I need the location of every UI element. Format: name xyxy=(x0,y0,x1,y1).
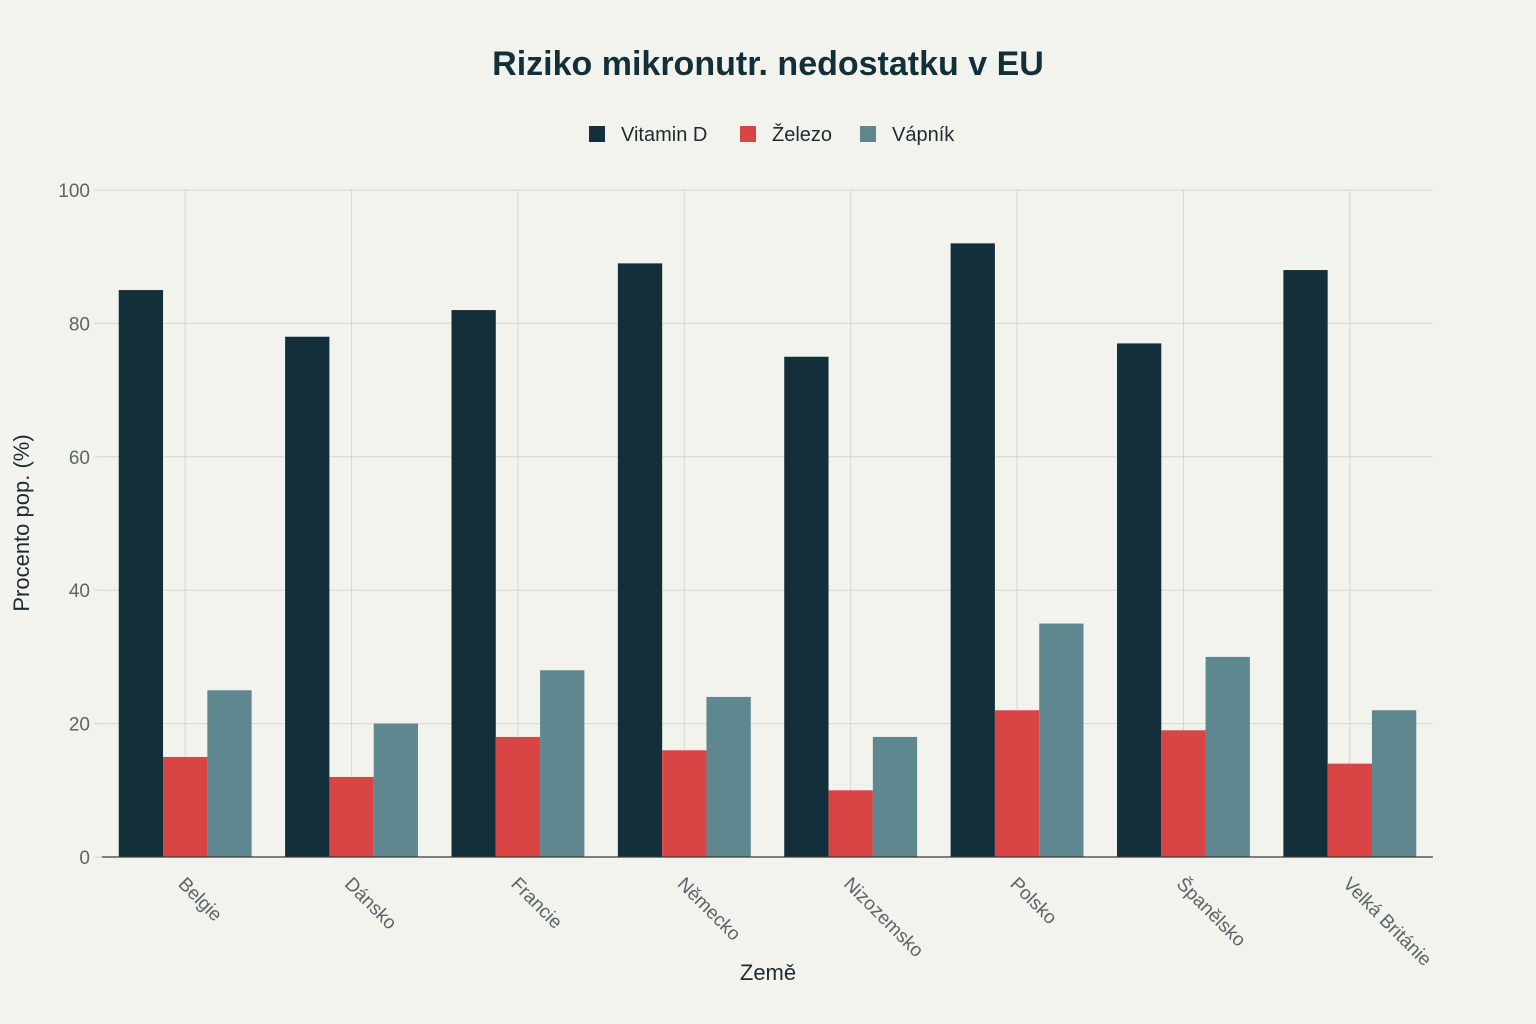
bar-vitamin-d xyxy=(1283,270,1328,857)
bar-zelezo xyxy=(828,790,873,857)
bars xyxy=(118,243,1417,858)
legend-swatch-vitamin-d xyxy=(589,126,605,142)
bar-vapnik xyxy=(706,696,751,857)
bar-zelezo xyxy=(495,736,541,857)
bar-vitamin-d xyxy=(451,310,496,857)
x-tick-label: Španělsko xyxy=(1172,873,1250,951)
legend: Vitamin D Železo Vápník xyxy=(589,123,955,146)
y-tick-label: 60 xyxy=(69,448,90,469)
bar-vapnik xyxy=(1205,656,1250,857)
bar-zelezo xyxy=(994,710,1040,857)
bar-vapnik xyxy=(207,690,252,857)
y-tick-label: 100 xyxy=(58,181,90,202)
x-tick-label: Francie xyxy=(506,874,566,934)
bar-vitamin-d xyxy=(784,356,829,857)
bar-zelezo xyxy=(329,776,374,857)
legend-label-vitamin-d: Vitamin D xyxy=(621,124,707,146)
bar-zelezo xyxy=(1161,730,1206,857)
y-axis-title: Procento pop. (%) xyxy=(9,434,34,611)
y-tick-label: 20 xyxy=(69,715,90,736)
legend-swatch-zelezo xyxy=(740,126,756,142)
bar-vapnik xyxy=(540,670,585,857)
bar-zelezo xyxy=(163,756,208,857)
bar-vapnik xyxy=(373,723,419,857)
x-tick-label: Nizozemsko xyxy=(839,874,927,962)
bar-zelezo xyxy=(662,750,707,857)
y-tick-label: 0 xyxy=(79,848,90,869)
x-tick-label: Dánsko xyxy=(340,874,400,934)
x-tick-label: Velká Británie xyxy=(1338,874,1435,971)
bar-vapnik xyxy=(1039,623,1084,857)
bar-vitamin-d xyxy=(617,263,663,857)
bar-vapnik xyxy=(872,736,918,857)
bar-vitamin-d xyxy=(118,290,164,857)
y-tick-label: 80 xyxy=(69,314,90,335)
x-tick-label: Belgie xyxy=(174,874,226,926)
x-tick-label: Polsko xyxy=(1006,874,1061,929)
legend-swatch-vapnik xyxy=(860,126,876,142)
legend-label-zelezo: Železo xyxy=(772,123,832,146)
legend-label-vapnik: Vápník xyxy=(892,124,955,146)
bar-vitamin-d xyxy=(285,336,330,857)
x-axis-title: Země xyxy=(740,960,796,985)
bar-vitamin-d xyxy=(950,243,995,858)
y-tick-label: 40 xyxy=(69,581,90,602)
x-tick-label: Německo xyxy=(673,874,745,946)
bar-vitamin-d xyxy=(1116,343,1162,857)
bar-zelezo xyxy=(1327,763,1372,857)
chart-title: Riziko mikronutr. nedostatku v EU xyxy=(492,45,1044,83)
bar-vapnik xyxy=(1371,710,1417,857)
